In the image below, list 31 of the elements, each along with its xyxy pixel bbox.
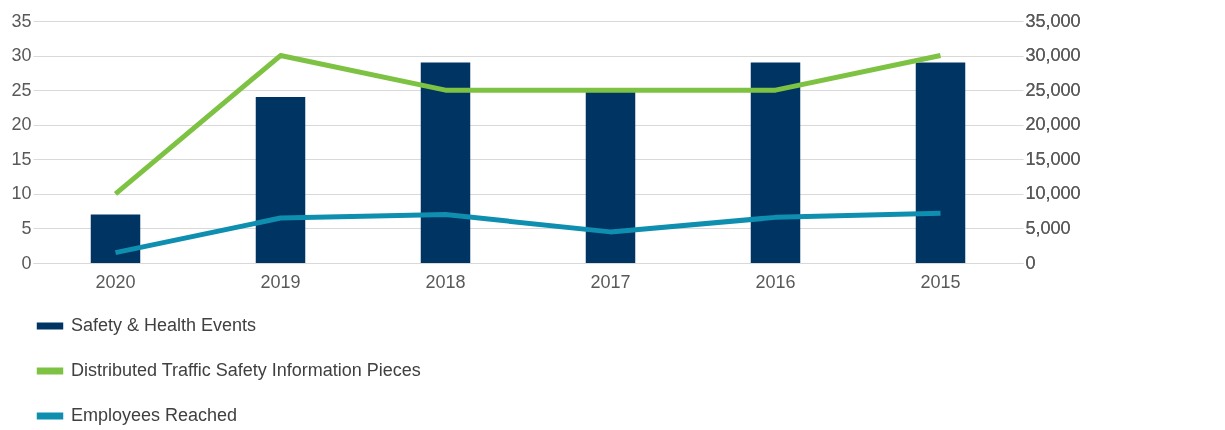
x-tick-label: 2015	[920, 271, 961, 292]
y-tick-label: 20	[11, 114, 32, 135]
y-tick-label: 25	[11, 79, 32, 100]
legend-label: Safety & Health Events	[71, 315, 257, 335]
x-tick-label: 2020	[95, 271, 136, 292]
x-tick-label: 2016	[755, 271, 796, 292]
y2-tick-label: 5,000	[1025, 217, 1071, 238]
y2-tick-label: 20,000	[1025, 114, 1081, 135]
legend-label: Distributed Traffic Safety Information Pieces	[71, 360, 421, 380]
bar	[750, 62, 801, 263]
y2-tick-label: 15,000	[1025, 148, 1081, 169]
bar	[915, 62, 966, 263]
y2-tick-label: 35,000	[1025, 10, 1081, 31]
y-tick-label: 10	[11, 183, 32, 204]
y-tick-label: 35	[11, 10, 32, 31]
y2-tick-label: 25,000	[1025, 79, 1081, 100]
bar	[90, 214, 141, 263]
y-tick-label: 0	[21, 252, 32, 273]
y2-tick-label: 30,000	[1025, 45, 1081, 66]
x-tick-label: 2017	[590, 271, 631, 292]
x-tick-label: 2018	[425, 271, 466, 292]
y-tick-label: 5	[21, 217, 32, 238]
bar	[255, 97, 306, 263]
y2-tick-label: 10,000	[1025, 183, 1081, 204]
y-tick-label: 30	[11, 45, 32, 66]
y2-tick-label: 0	[1025, 252, 1036, 273]
x-tick-label: 2019	[260, 271, 301, 292]
y-tick-label: 15	[11, 148, 32, 169]
bar	[420, 62, 471, 263]
legend-label: Employees Reached	[71, 405, 238, 425]
bar	[585, 90, 636, 263]
